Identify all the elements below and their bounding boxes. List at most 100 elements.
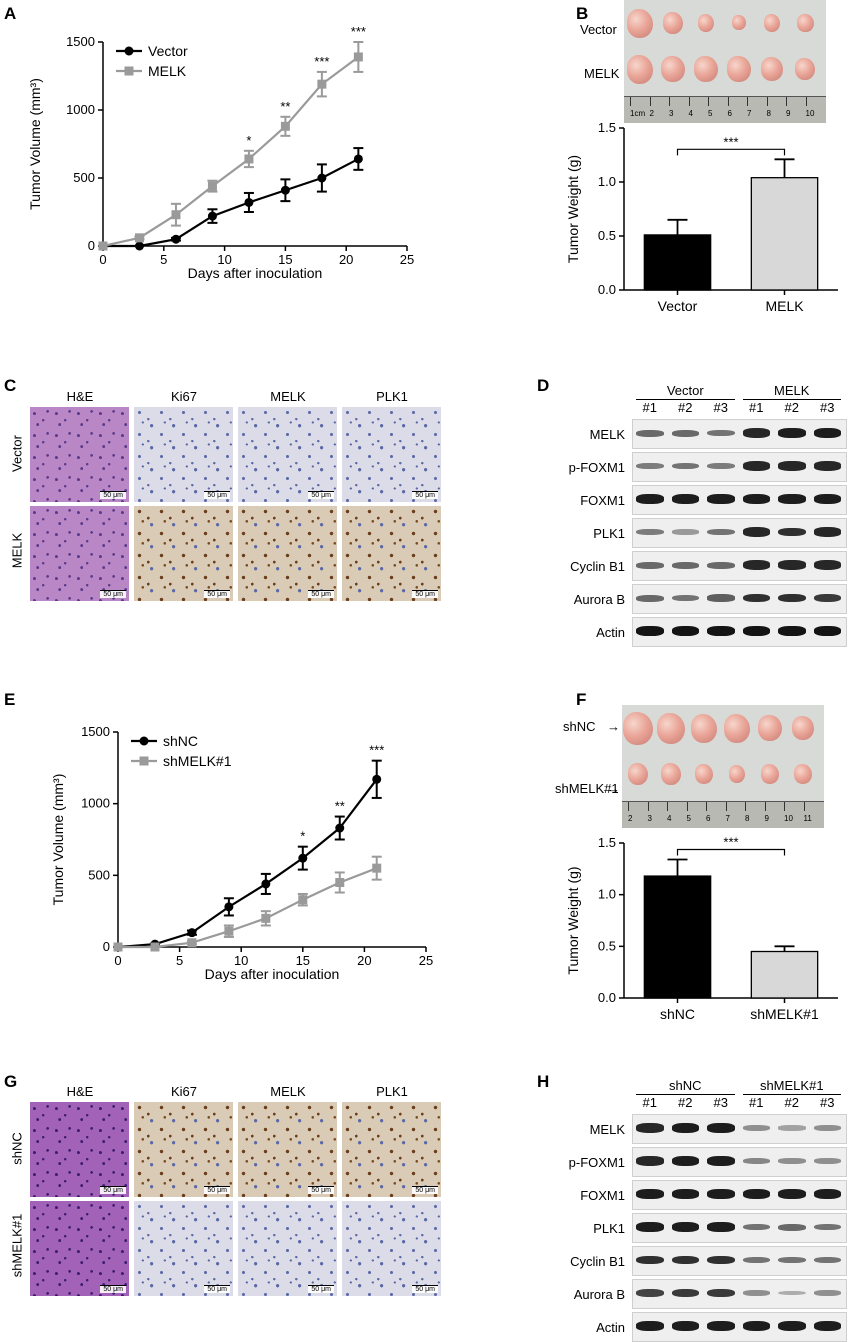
bar-0 (643, 234, 712, 291)
ihc-column-header: PLK1 (376, 389, 408, 404)
wb-band (707, 1123, 735, 1133)
data-point (317, 79, 327, 89)
wb-strip (632, 518, 847, 548)
photo-row-label-melk: MELK (584, 66, 620, 81)
ruler-tick (747, 97, 748, 106)
wb-band (742, 461, 770, 471)
panel-letter-h: H (537, 1072, 550, 1091)
ruler-tick (784, 802, 785, 811)
wb-protein-label: Aurora B (573, 1287, 625, 1302)
data-point (207, 181, 217, 191)
wb-band (742, 1223, 770, 1231)
ruler-tick (727, 97, 729, 106)
wb-protein-label: PLK1 (593, 1221, 625, 1236)
wb-band (671, 1189, 699, 1199)
wb-band (707, 1255, 735, 1265)
wb-protein-label: FOXM1 (580, 1188, 625, 1203)
ihc-column-header: H&E (66, 389, 94, 404)
tumor-specimen (663, 12, 683, 34)
series-line-0 (117, 778, 378, 949)
data-point (224, 902, 234, 912)
x-tick-label: Vector (658, 298, 698, 314)
wb-group-label: Vector (666, 383, 704, 398)
wb-lane-label: #1 (642, 1095, 657, 1110)
panel-letter-g: G (4, 1072, 18, 1091)
y-tick-label: 1.5 (598, 120, 616, 135)
significance-bracket (676, 148, 786, 156)
ruler-tick (706, 802, 707, 811)
ihc-image-tile: 50 μm (30, 506, 129, 601)
ruler-tick (647, 802, 649, 811)
x-tick-label: 15 (296, 953, 310, 968)
data-point (207, 211, 217, 221)
scale-bar: 50 μm (412, 1186, 438, 1194)
y-tick-label: 0.5 (598, 228, 616, 243)
wb-band (742, 1256, 770, 1264)
ihc-column-header: MELK (270, 1084, 306, 1099)
wb-band (778, 1321, 806, 1331)
tumor-photo-f: 2 3 4 5 6 7 8 9 10 11 (622, 705, 824, 828)
significance-mark: * (300, 829, 305, 844)
wb-band (671, 529, 699, 535)
tumor-specimen (691, 714, 717, 743)
wb-group-label: shMELK#1 (759, 1078, 824, 1093)
bar-0 (643, 875, 712, 999)
panel-letter-d: D (537, 376, 550, 395)
ruler-label: 8 (745, 814, 750, 823)
wb-strip (632, 1114, 847, 1144)
wb-band (778, 494, 806, 504)
wb-band (813, 428, 841, 438)
tumor-specimen (796, 13, 814, 33)
data-point (298, 895, 308, 905)
wb-band (707, 1288, 735, 1298)
wb-band (778, 1223, 806, 1231)
wb-strip (632, 1147, 847, 1177)
x-tick-label: 5 (176, 953, 183, 968)
legend-marker (124, 66, 134, 76)
ruler-label: 7 (725, 814, 730, 823)
wb-band (636, 1288, 664, 1298)
x-tick-label: 10 (234, 953, 248, 968)
wb-lane-label: #2 (784, 400, 799, 415)
wb-lane-label: #3 (820, 400, 835, 415)
significance-mark: *** (723, 835, 738, 850)
ihc-column-header: Ki67 (170, 389, 198, 404)
x-tick-label: 25 (400, 252, 414, 267)
wb-strip (632, 617, 847, 647)
x-tick-label: MELK (765, 298, 804, 314)
wb-protein-label: MELK (589, 1122, 625, 1137)
tumor-specimen (628, 763, 648, 785)
data-point (353, 52, 363, 62)
wb-protein-label: Cyclin B1 (570, 1254, 625, 1269)
ruler-tick (688, 97, 690, 106)
wb-band (671, 462, 699, 470)
wb-band (636, 1123, 664, 1133)
ruler-label: 2 (628, 814, 633, 823)
data-point (372, 774, 382, 784)
legend-marker (139, 756, 149, 766)
wb-protein-label: p-FOXM1 (568, 460, 625, 475)
series-line-1 (118, 867, 378, 949)
scale-bar: 50 μm (204, 1186, 230, 1194)
ruler-label: 11 (803, 814, 812, 823)
x-tick-label: 0 (99, 252, 106, 267)
x-tick-label: 15 (278, 252, 292, 267)
wb-band (707, 462, 735, 470)
x-tick-label: 20 (339, 252, 353, 267)
tumor-specimen (695, 764, 713, 784)
x-tick-label: 20 (357, 953, 371, 968)
wb-strip (632, 1246, 847, 1276)
scale-bar: 50 μm (100, 491, 126, 499)
data-point (134, 241, 144, 251)
ihc-row-label: MELK (9, 532, 25, 569)
ruler-tick (786, 97, 787, 106)
ihc-image-tile: 50 μm (238, 1102, 337, 1197)
wb-protein-label: Actin (596, 1320, 625, 1335)
panel-letter-b: B (576, 4, 589, 23)
wb-band (671, 1156, 699, 1166)
ruler-tick (686, 802, 688, 811)
ruler-tick (764, 802, 766, 811)
data-point (171, 210, 181, 220)
ruler-label: 9 (786, 109, 791, 118)
tumor-specimen (732, 15, 746, 31)
